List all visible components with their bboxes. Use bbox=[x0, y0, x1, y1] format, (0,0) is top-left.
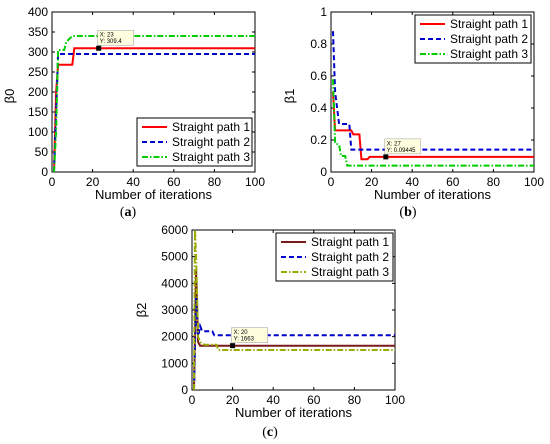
y-tick-label: 4000 bbox=[161, 276, 188, 290]
datatip-marker bbox=[230, 343, 236, 349]
y-tick-label: 400 bbox=[28, 5, 48, 19]
datatip-box bbox=[384, 138, 422, 155]
y-tick-label: 1 bbox=[320, 5, 327, 19]
datatip-line-1: X: 20 bbox=[234, 330, 249, 336]
legend-label-2: Straight path 2 bbox=[311, 250, 389, 264]
legend-label-2: Straight path 2 bbox=[172, 135, 250, 149]
legend-label-2: Straight path 2 bbox=[450, 32, 528, 46]
x-tick-label: 0 bbox=[49, 175, 56, 189]
datatip-line-1: X: 27 bbox=[387, 141, 402, 147]
legend-label-3: Straight path 3 bbox=[311, 265, 389, 279]
datatip-marker bbox=[383, 154, 389, 160]
x-tick-label: 40 bbox=[127, 175, 141, 189]
x-tick-label: 60 bbox=[307, 393, 321, 407]
x-axis-label: Number of iterations bbox=[235, 405, 353, 420]
datatip-marker bbox=[96, 45, 102, 51]
datatip: X: 20Y: 1663 bbox=[231, 327, 268, 343]
x-tick-label: 20 bbox=[86, 175, 100, 189]
x-tick-label: 0 bbox=[189, 393, 196, 407]
chart-panel-a: 0 20 40 60 80 100 0 50 100 150 200 250 300 350 400 X: 2… bbox=[2, 5, 265, 220]
legend-label-1: Straight path 1 bbox=[450, 17, 528, 31]
chart-panel-b: 0 20 40 60 80 100 0 0.2 0.4 0.6 0.8 1 X: 27Y: 0.0944… bbox=[282, 5, 544, 220]
y-tick-label: 1000 bbox=[161, 356, 188, 370]
panel-caption: (c) bbox=[262, 425, 278, 440]
x-tick-label: 40 bbox=[267, 393, 281, 407]
y-tick-label: 0.8 bbox=[310, 37, 327, 51]
datatip-line-2: Y: 0.09445 bbox=[387, 148, 416, 154]
datatip: X: 23Y: 309.4 bbox=[97, 29, 134, 46]
y-axis-label: β2 bbox=[134, 303, 149, 318]
datatip-box bbox=[97, 29, 134, 46]
x-axis-label: Number of iterations bbox=[374, 187, 492, 202]
y-axis-label: β0 bbox=[2, 89, 17, 104]
x-tick-label: 20 bbox=[365, 175, 379, 189]
datatip-line-2: Y: 1663 bbox=[234, 337, 255, 343]
legend-label-1: Straight path 1 bbox=[311, 235, 389, 249]
x-tick-label: 100 bbox=[245, 175, 265, 189]
x-tick-label: 0 bbox=[328, 175, 335, 189]
y-tick-label: 2000 bbox=[161, 330, 188, 344]
y-tick-label: 0.6 bbox=[310, 69, 327, 83]
y-tick-label: 350 bbox=[28, 25, 48, 39]
y-tick-label: 250 bbox=[28, 65, 48, 79]
y-tick-label: 300 bbox=[28, 45, 48, 59]
series-line-3 bbox=[193, 230, 395, 390]
series-line-3 bbox=[332, 79, 534, 167]
series-line-3 bbox=[53, 35, 255, 172]
y-tick-label: 0 bbox=[41, 165, 48, 179]
y-tick-label: 3000 bbox=[161, 303, 188, 317]
datatip-box bbox=[231, 327, 268, 343]
datatip-line-2: Y: 309.4 bbox=[100, 39, 123, 45]
datatip: X: 27Y: 0.09445 bbox=[384, 138, 422, 155]
panel-caption: (a) bbox=[120, 205, 137, 220]
x-tick-label: 20 bbox=[226, 393, 240, 407]
x-axis-label: Number of iterations bbox=[95, 187, 213, 202]
legend-label-3: Straight path 3 bbox=[450, 47, 528, 61]
chart-panel-c: 0 20 40 60 80 1000100020003000400050006000X: … bbox=[134, 223, 405, 440]
legend-label-1: Straight path 1 bbox=[172, 120, 250, 134]
y-tick-label: 50 bbox=[35, 145, 49, 159]
x-tick-label: 60 bbox=[167, 175, 181, 189]
y-tick-label: 6000 bbox=[161, 223, 188, 237]
series-line-2 bbox=[332, 31, 534, 151]
panel-caption: (b) bbox=[399, 205, 416, 220]
y-tick-label: 0.4 bbox=[310, 101, 327, 115]
x-tick-label: 80 bbox=[487, 175, 501, 189]
y-axis-label: β1 bbox=[282, 89, 297, 104]
x-tick-label: 80 bbox=[208, 175, 222, 189]
y-tick-label: 0 bbox=[181, 383, 188, 397]
y-tick-label: 5000 bbox=[161, 250, 188, 264]
y-tick-label: 150 bbox=[28, 105, 48, 119]
y-tick-label: 0 bbox=[320, 165, 327, 179]
y-tick-label: 0.2 bbox=[310, 133, 327, 147]
series-line-1 bbox=[332, 91, 534, 161]
x-tick-label: 40 bbox=[406, 175, 420, 189]
legend-label-3: Straight path 3 bbox=[172, 150, 250, 164]
y-tick-label: 200 bbox=[28, 85, 48, 99]
x-tick-label: 100 bbox=[524, 175, 544, 189]
x-tick-label: 80 bbox=[348, 393, 362, 407]
x-tick-label: 100 bbox=[385, 393, 405, 407]
datatip-line-1: X: 23 bbox=[100, 33, 115, 39]
y-tick-label: 100 bbox=[28, 125, 48, 139]
x-tick-label: 60 bbox=[446, 175, 460, 189]
